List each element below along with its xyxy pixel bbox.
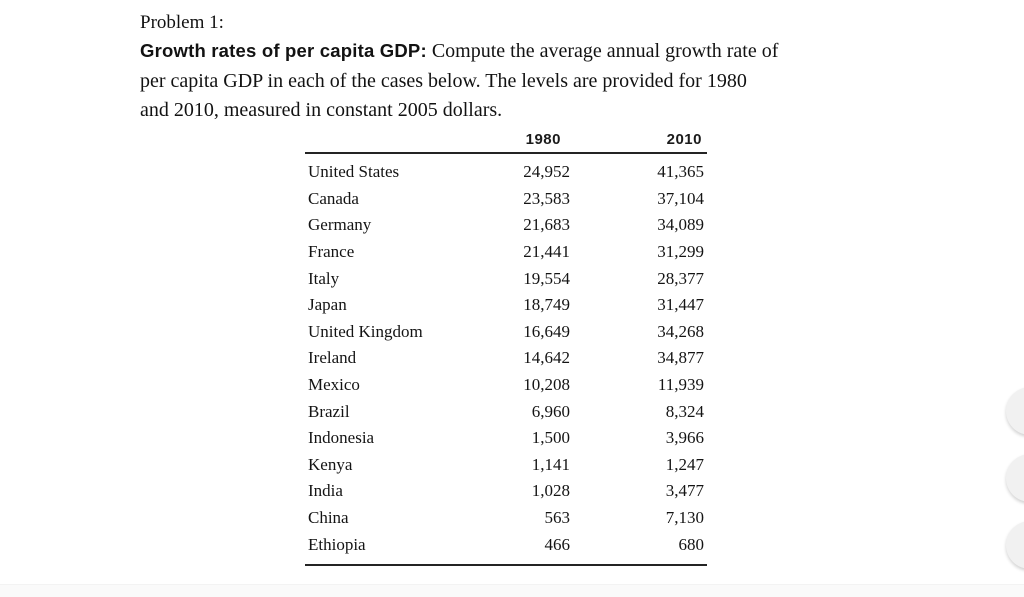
country-cell: United Kingdom [308, 321, 423, 341]
table-row: United States 24,952 41,365 [305, 159, 707, 186]
gdp-table-body: United States 24,952 41,365 Canada 23,583 37,… [305, 152, 707, 566]
value-2010-cell: 7,130 [665, 508, 704, 528]
gdp-table-header: 1980 2010 [305, 126, 707, 152]
value-2010-cell: 3,966 [665, 428, 704, 448]
table-row: Mexico 10,208 11,939 [305, 372, 707, 399]
floating-action-button-1[interactable] [1006, 387, 1024, 435]
country-cell: Kenya [308, 454, 353, 474]
value-2010-cell: 31,299 [657, 242, 704, 262]
country-cell: Indonesia [308, 428, 375, 448]
value-2010-cell: 8,324 [665, 401, 704, 421]
country-cell: Ethiopia [308, 534, 366, 554]
value-1980-cell: 10,208 [523, 375, 570, 395]
table-row: Brazil 6,960 8,324 [305, 398, 707, 425]
bottom-strip [0, 584, 1024, 597]
country-cell: United States [308, 162, 400, 182]
value-1980-cell: 6,960 [531, 401, 570, 421]
table-row: Ethiopia 466 680 [305, 531, 707, 558]
country-cell: Mexico [308, 375, 360, 395]
value-2010-cell: 34,877 [657, 348, 704, 368]
value-1980-cell: 21,441 [523, 242, 570, 262]
table-row: United Kingdom 16,649 34,268 [305, 319, 707, 346]
country-cell: China [308, 508, 349, 528]
table-row: Germany 21,683 34,089 [305, 212, 707, 239]
problem-document: Problem 1: Growth rates of per capita GD… [140, 10, 900, 126]
value-2010-cell: 28,377 [657, 268, 704, 288]
table-row: France 21,441 31,299 [305, 239, 707, 266]
problem-statement: Growth rates of per capita GDP: Compute … [140, 36, 900, 126]
value-1980-cell: 23,583 [523, 188, 570, 208]
value-2010-cell: 11,939 [657, 375, 704, 395]
country-cell: India [308, 481, 343, 501]
value-1980-cell: 19,554 [523, 268, 570, 288]
statement-line-1: Growth rates of per capita GDP: Compute … [140, 36, 900, 67]
value-1980-cell: 21,683 [523, 215, 570, 235]
country-cell: Germany [308, 215, 372, 235]
country-cell: Japan [308, 295, 347, 315]
floating-action-button-3[interactable] [1006, 521, 1024, 569]
value-1980-cell: 1,500 [531, 428, 570, 448]
table-row: Japan 18,749 31,447 [305, 292, 707, 319]
value-1980-cell: 14,642 [523, 348, 570, 368]
value-2010-cell: 34,089 [657, 215, 704, 235]
table-row: China 563 7,130 [305, 505, 707, 532]
statement-line-1-rest: Compute the average annual growth rate o… [426, 40, 779, 62]
floating-button-stack [1006, 387, 1024, 569]
floating-action-button-2[interactable] [1006, 454, 1024, 502]
column-header-1980: 1980 [525, 130, 561, 148]
country-cell: Brazil [308, 401, 350, 421]
value-2010-cell: 31,447 [657, 295, 704, 315]
country-cell: France [308, 242, 355, 262]
statement-line-3: and 2010, measured in constant 2005 doll… [140, 99, 503, 121]
table-row: Indonesia 1,500 3,966 [305, 425, 707, 452]
statement-bold-lead: Growth rates of per capita GDP: [140, 40, 427, 61]
value-1980-cell: 16,649 [523, 321, 570, 341]
table-row: Italy 19,554 28,377 [305, 265, 707, 292]
table-row: Ireland 14,642 34,877 [305, 345, 707, 372]
country-cell: Italy [308, 268, 340, 288]
value-1980-cell: 18,749 [523, 295, 570, 315]
value-1980-cell: 1,141 [531, 454, 570, 474]
table-row: Canada 23,583 37,104 [305, 186, 707, 213]
problem-label: Problem 1: [140, 12, 224, 33]
value-1980-cell: 24,952 [523, 162, 570, 182]
gdp-table: 1980 2010 United States 24,952 41,365 Canad… [305, 126, 707, 566]
value-2010-cell: 1,247 [665, 454, 704, 474]
table-row: Kenya 1,141 1,247 [305, 452, 707, 479]
column-header-2010: 2010 [666, 130, 702, 148]
value-1980-cell: 466 [544, 534, 571, 554]
value-2010-cell: 680 [678, 534, 705, 554]
statement-line-2: per capita GDP in each of the cases belo… [140, 69, 747, 92]
country-cell: Ireland [308, 348, 357, 368]
country-cell: Canada [308, 188, 359, 208]
value-2010-cell: 3,477 [665, 481, 704, 501]
value-2010-cell: 34,268 [657, 321, 704, 341]
value-1980-cell: 1,028 [531, 481, 570, 501]
value-1980-cell: 563 [544, 508, 571, 528]
value-2010-cell: 41,365 [657, 162, 704, 182]
value-2010-cell: 37,104 [657, 188, 704, 208]
table-row: India 1,028 3,477 [305, 478, 707, 505]
